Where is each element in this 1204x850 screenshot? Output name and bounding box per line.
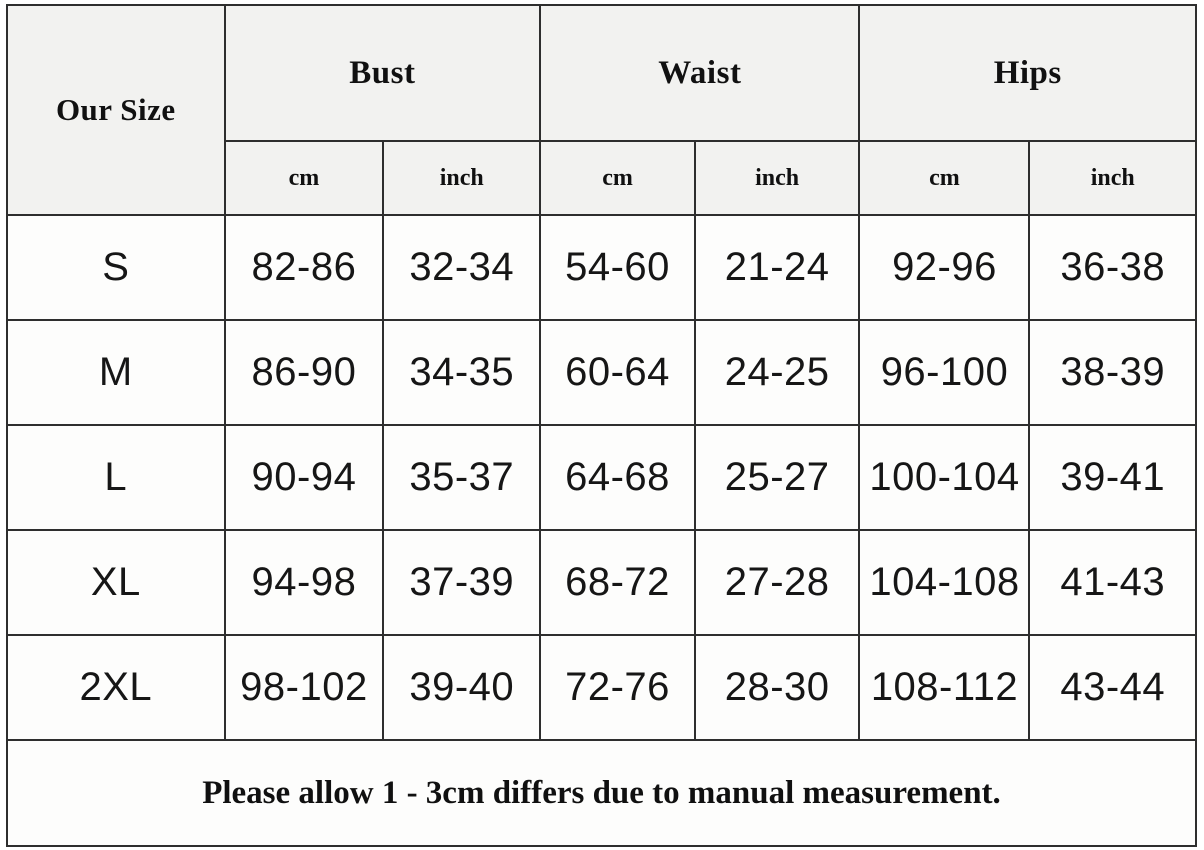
unit-header-waist-inch: inch bbox=[693, 140, 861, 216]
size-cell: XL bbox=[6, 529, 226, 636]
table-row-2xl: 2XL 98-102 39-40 72-76 28-30 108-112 43-… bbox=[6, 634, 1197, 741]
table-row-xl: XL 94-98 37-39 68-72 27-28 104-108 41-43 bbox=[6, 529, 1197, 636]
hips-inch-cell: 41-43 bbox=[1028, 529, 1197, 636]
unit-header-bust-cm: cm bbox=[223, 140, 385, 216]
bust-cm-cell: 82-86 bbox=[223, 214, 385, 321]
bust-inch-cell: 32-34 bbox=[382, 214, 542, 321]
size-cell: S bbox=[6, 214, 226, 321]
column-header-bust: Bust bbox=[223, 4, 542, 142]
unit-header-hips-inch: inch bbox=[1028, 140, 1197, 216]
bust-inch-cell: 37-39 bbox=[382, 529, 542, 636]
bust-inch-cell: 34-35 bbox=[382, 319, 542, 426]
waist-inch-cell: 27-28 bbox=[693, 529, 861, 636]
hips-inch-cell: 36-38 bbox=[1028, 214, 1197, 321]
hips-cm-cell: 92-96 bbox=[858, 214, 1031, 321]
size-cell: L bbox=[6, 424, 226, 531]
table-row-s: S 82-86 32-34 54-60 21-24 92-96 36-38 bbox=[6, 214, 1197, 321]
bust-inch-cell: 39-40 bbox=[382, 634, 542, 741]
waist-cm-cell: 60-64 bbox=[539, 319, 696, 426]
column-header-waist: Waist bbox=[539, 4, 861, 142]
hips-inch-cell: 43-44 bbox=[1028, 634, 1197, 741]
unit-header-bust-inch: inch bbox=[382, 140, 542, 216]
header-unit-row: cm inch cm inch cm inch bbox=[7, 140, 1197, 216]
table-row-m: M 86-90 34-35 60-64 24-25 96-100 38-39 bbox=[6, 319, 1197, 426]
bust-inch-cell: 35-37 bbox=[382, 424, 542, 531]
bust-cm-cell: 94-98 bbox=[223, 529, 385, 636]
unit-header-waist-cm: cm bbox=[539, 140, 696, 216]
column-header-hips: Hips bbox=[858, 4, 1197, 142]
waist-inch-cell: 25-27 bbox=[693, 424, 861, 531]
unit-header-hips-cm: cm bbox=[858, 140, 1031, 216]
size-cell: M bbox=[6, 319, 226, 426]
waist-inch-cell: 21-24 bbox=[693, 214, 861, 321]
waist-inch-cell: 28-30 bbox=[693, 634, 861, 741]
measurement-disclaimer: Please allow 1 - 3cm differs due to manu… bbox=[6, 739, 1197, 847]
hips-cm-cell: 96-100 bbox=[858, 319, 1031, 426]
waist-inch-cell: 24-25 bbox=[693, 319, 861, 426]
hips-inch-cell: 39-41 bbox=[1028, 424, 1197, 531]
bust-cm-cell: 98-102 bbox=[223, 634, 385, 741]
size-cell: 2XL bbox=[6, 634, 226, 741]
header-group-row: Our Size Bust Waist Hips bbox=[6, 4, 1197, 216]
hips-cm-cell: 108-112 bbox=[858, 634, 1031, 741]
waist-cm-cell: 72-76 bbox=[539, 634, 696, 741]
hips-cm-cell: 100-104 bbox=[858, 424, 1031, 531]
table-row-l: L 90-94 35-37 64-68 25-27 100-104 39-41 bbox=[6, 424, 1197, 531]
hips-cm-cell: 104-108 bbox=[858, 529, 1031, 636]
column-header-our-size: Our Size bbox=[6, 4, 226, 216]
waist-cm-cell: 54-60 bbox=[539, 214, 696, 321]
hips-inch-cell: 38-39 bbox=[1028, 319, 1197, 426]
waist-cm-cell: 64-68 bbox=[539, 424, 696, 531]
footer-row: Please allow 1 - 3cm differs due to manu… bbox=[6, 739, 1197, 847]
bust-cm-cell: 90-94 bbox=[223, 424, 385, 531]
waist-cm-cell: 68-72 bbox=[539, 529, 696, 636]
size-chart-table: Our Size Bust Waist Hips cm inch cm inch… bbox=[6, 4, 1197, 847]
bust-cm-cell: 86-90 bbox=[223, 319, 385, 426]
